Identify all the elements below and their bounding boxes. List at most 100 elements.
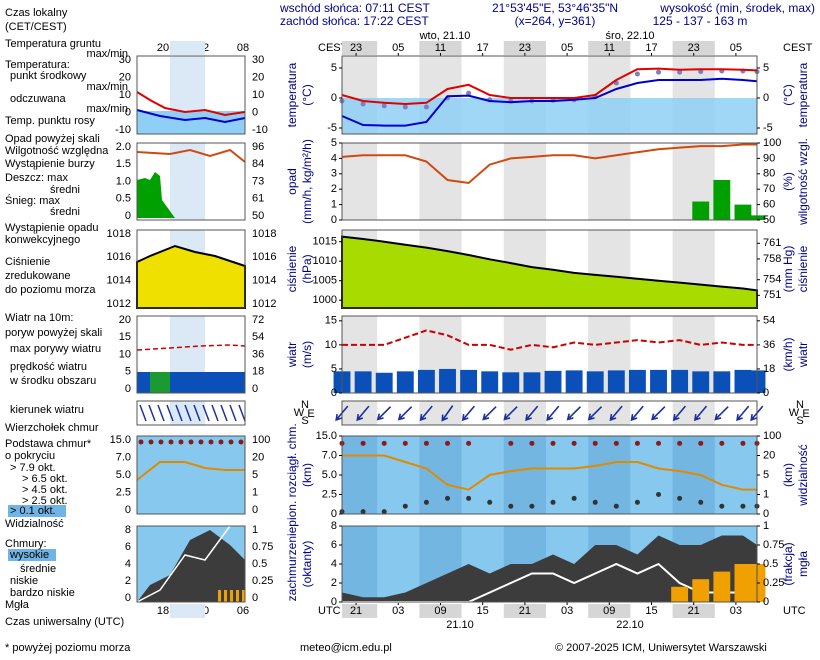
mini-deco [208,439,214,445]
legend-label: max/min [86,103,128,115]
mini-tick-label: 0.5 [116,193,131,205]
sunrise: wschód słońca: 07:11 CEST [279,1,431,15]
legend-label: Chmury: [5,538,47,550]
axis-title: mgła [796,551,810,577]
y-tick-label: 1000 [313,294,337,306]
legend-label: średni [50,184,80,196]
legend-label: Wystąpienie burzy [5,158,95,170]
hour-band [419,41,462,55]
y2-tick-label: 90 [763,152,775,164]
y2-tick-label: 50 [763,214,775,226]
data-bar [375,372,393,393]
legend-label: wysokie [9,549,49,561]
axis-title: (°C) [781,84,795,105]
mini-tick-label: 0 [125,210,131,222]
data-bar [481,371,499,393]
y-tick-label: 6 [331,539,337,551]
data-bar [671,586,689,602]
y-tick-label: 0 [331,596,337,608]
mini-deco [218,590,221,602]
mini-deco [178,439,184,445]
data-dot [571,440,577,446]
mini-tick-label: 0.5 [252,558,267,570]
mini-tick-label: 20 [252,451,264,463]
data-dot [656,69,662,75]
hour-band [588,604,631,618]
axis-title: ciśnienie [796,245,810,292]
mini-tick-label: 0 [125,592,131,604]
y-tick-label: 5 [331,62,337,74]
mini-deco [236,590,239,602]
axis-title: (oktanty) [300,541,314,588]
compass-letter: N [796,399,804,411]
axis-title: zachmurzenie [285,526,299,601]
mini-tick-label: 1018 [107,228,131,240]
mini-tick-label: 20 [119,71,131,83]
data-area [341,235,758,309]
mini-tick-label: -10 [252,124,268,136]
legend-label: do poziomu morza [5,284,96,296]
legend-label: max porywy wiatru [10,343,101,355]
panel-border [341,400,758,426]
y-tick-label: 5 [331,137,337,149]
data-bar [628,369,646,393]
data-bar [734,204,752,220]
y2-tick-label: 70 [763,183,775,195]
night-band [342,526,378,602]
legend-label: poryw powyżej skali [5,327,102,339]
data-dot [360,509,366,515]
data-dot [719,503,725,509]
mini-deco [220,404,228,422]
data-dot [487,499,493,505]
axis-title: (km/h) [781,338,795,372]
axis-title: (km) [300,463,314,487]
y-tick-label: 2 [331,577,337,589]
x-tick-label: 15 [645,605,657,617]
compass-letter: E [802,408,809,420]
axis-title: (%) [781,172,795,191]
data-dot [698,440,704,446]
x-tick-label: 09 [603,605,615,617]
mini-deco [202,404,210,422]
data-dot [592,499,598,505]
mini-tick-label: 1012 [252,298,276,310]
data-bar [671,369,689,393]
legend-label: punkt środkowy [10,70,87,82]
mini-tick-label: 8 [125,524,131,536]
panel-border [341,142,758,221]
data-dot [634,440,640,446]
legend-label: Deszcz: max [5,172,68,184]
data-line [341,143,757,185]
compass-letter: S [301,415,308,427]
legend-label: > 4.5 okt. [22,484,68,496]
y-tick-label: 0 [331,214,337,226]
mini-deco [136,109,246,124]
legend-label: Wierzchołek chmur [5,422,99,434]
mini-tick-label: 5 [252,469,258,481]
x-tick-label: 21 [350,605,362,617]
axis-title: (frakcja) [781,542,795,585]
data-bar [544,370,562,393]
mini-deco [150,372,170,393]
mini-tick-label: 2 [125,575,131,587]
mini-tick-label: 54 [252,331,264,343]
night-band [672,436,715,514]
y2-tick-label: 80 [763,168,775,180]
mini-tick-label: 1.0 [116,175,131,187]
data-bar [396,371,414,393]
data-dot [571,495,577,501]
mini-tick-label: 0 [125,106,131,118]
y-tick-label: 5 [331,363,337,375]
legend-label: Widzialność [5,518,64,530]
data-dot [508,503,514,509]
wind-arrow [693,405,708,422]
wind-arrow [672,405,686,422]
mini-deco [136,525,231,603]
data-dot [508,440,514,446]
x-tick-label: 23 [688,42,700,54]
data-bar [565,370,583,393]
panel-border [341,315,758,394]
sunset: zachód słońca: 17:22 CEST [280,14,429,28]
mini-tick-label: 1016 [107,251,131,263]
